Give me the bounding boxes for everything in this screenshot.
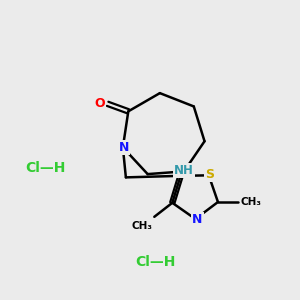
Text: N: N [192,214,203,226]
Text: O: O [94,97,105,110]
Text: Cl—H: Cl—H [25,161,65,175]
Text: Cl—H: Cl—H [135,255,175,269]
Text: S: S [205,168,214,181]
Text: N: N [119,141,129,154]
Text: NH: NH [174,164,194,177]
Text: CH₃: CH₃ [241,197,262,207]
Text: CH₃: CH₃ [131,221,152,231]
